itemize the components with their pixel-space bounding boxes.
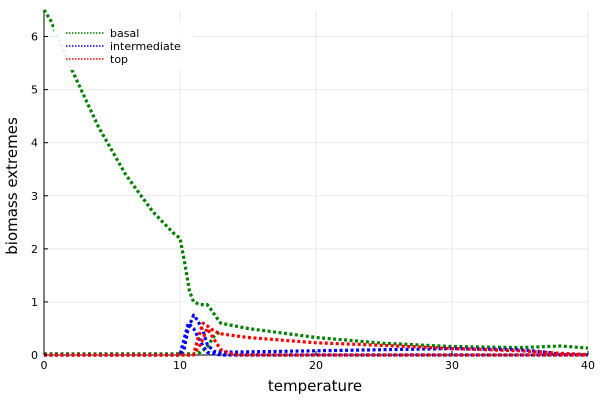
y-tick-label-3: 3 [31, 190, 38, 203]
legend-label-top: top [110, 53, 128, 66]
x-axis-label: temperature [268, 377, 362, 395]
legend-label-intermediate: intermediate [110, 40, 181, 53]
x-tick-label-3: 30 [445, 359, 459, 372]
series-line-top-5 [44, 326, 588, 357]
series-layer [42, 9, 589, 357]
x-tick-label-1: 10 [173, 359, 187, 372]
x-tick-label-4: 40 [581, 359, 595, 372]
y-tick-label-5: 5 [31, 84, 38, 97]
y-tick-label-1: 1 [31, 296, 38, 309]
y-tick-label-4: 4 [31, 137, 38, 150]
legend-box [54, 22, 194, 70]
x-tick-label-2: 20 [309, 359, 323, 372]
y-axis-label: biomass extremes [3, 117, 21, 255]
series-line-top-4 [44, 321, 589, 357]
y-tick-label-6: 6 [31, 31, 38, 44]
series-line-intermediate-3 [44, 321, 588, 357]
y-tick-label-2: 2 [31, 243, 38, 256]
series-line-basal-0 [42, 9, 589, 350]
x-tick-label-0: 0 [41, 359, 48, 372]
tick-labels: 0 10 20 30 40 0 1 2 3 4 5 6 [31, 31, 595, 372]
y-tick-label-0: 0 [31, 349, 38, 362]
grid [43, 10, 589, 356]
legend-label-basal: basal [110, 27, 139, 40]
